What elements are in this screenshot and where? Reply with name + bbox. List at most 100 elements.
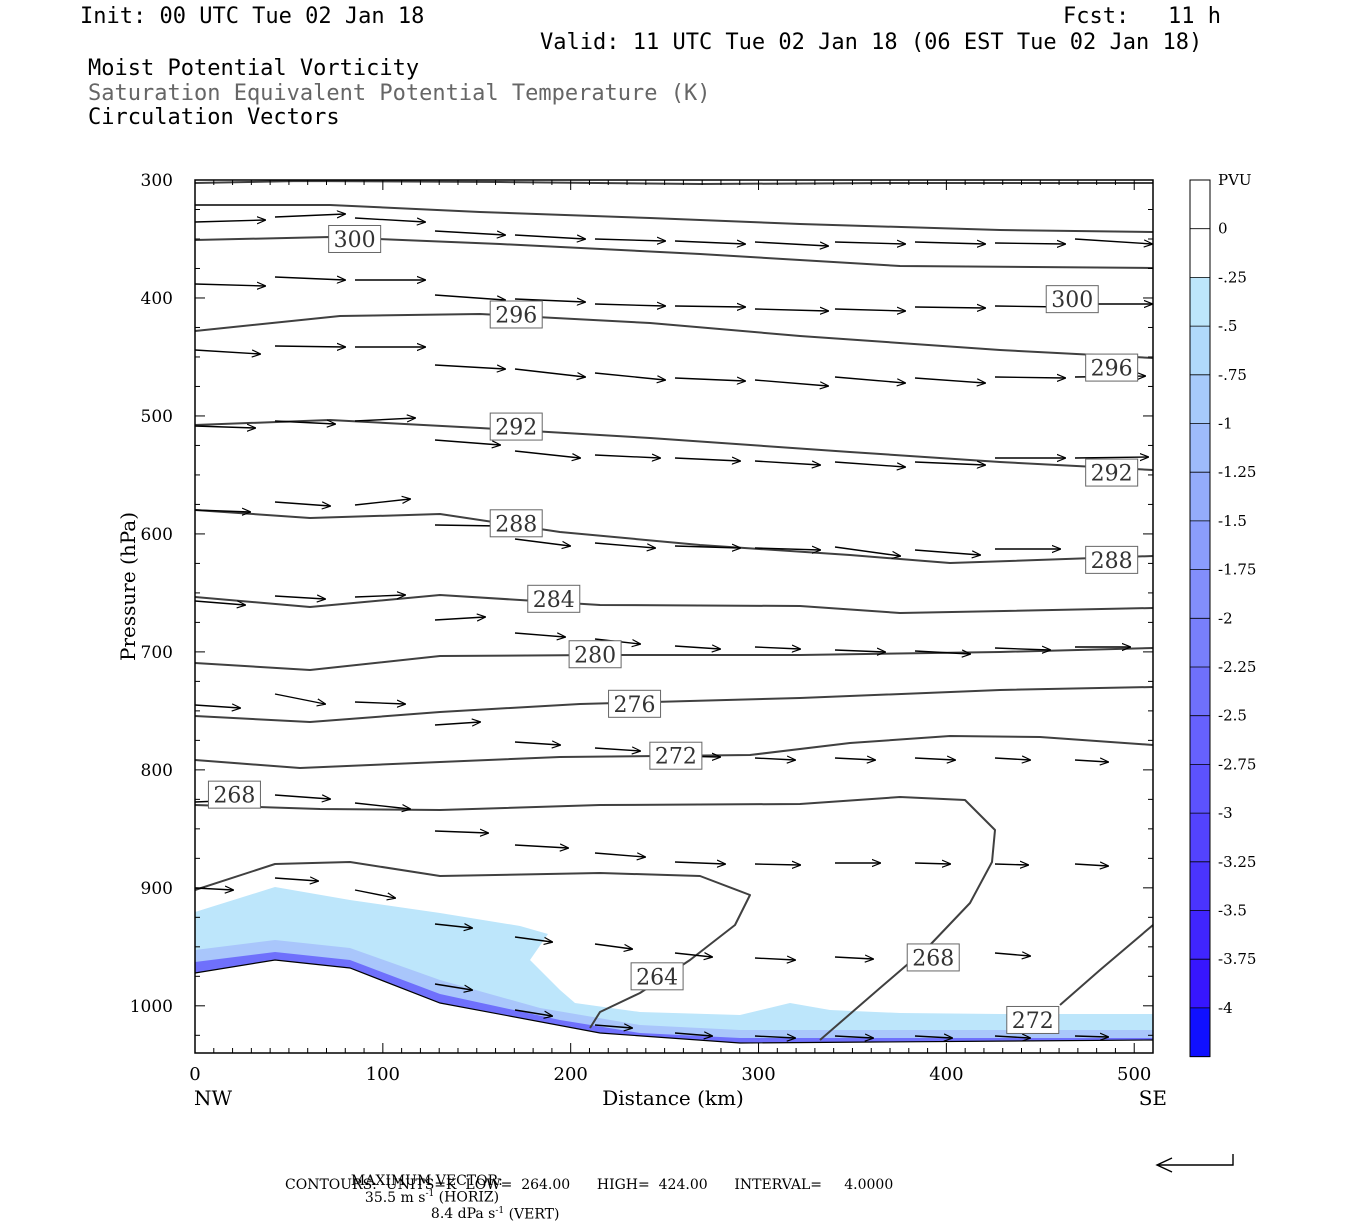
circulation-vector bbox=[674, 378, 745, 381]
colorbar-segment bbox=[1190, 813, 1210, 863]
horiz-unit-exponent: -1 bbox=[425, 1189, 435, 1199]
contour-label-box bbox=[1006, 1005, 1060, 1034]
x-end-label-se: SE bbox=[1139, 1086, 1167, 1110]
circulation-vector bbox=[834, 376, 905, 383]
colorbar-label: -2.5 bbox=[1218, 707, 1247, 725]
mpv-area-light bbox=[195, 887, 1153, 1043]
circulation-vector bbox=[594, 748, 640, 751]
vert-suffix: (VERT) bbox=[504, 1206, 560, 1222]
circulation-vector bbox=[914, 651, 970, 654]
theta-contour bbox=[1059, 924, 1154, 1006]
contour-label-box bbox=[906, 943, 960, 972]
circulation-vector bbox=[674, 953, 712, 957]
colorbar-label: -3.75 bbox=[1218, 950, 1256, 968]
colorbar-label: -1.5 bbox=[1218, 512, 1247, 530]
circulation-vector bbox=[754, 548, 820, 550]
colorbar-segment bbox=[1190, 569, 1210, 619]
circulation-vector bbox=[194, 705, 240, 708]
theta-contour bbox=[194, 686, 1154, 723]
vert-unit-exponent: -1 bbox=[495, 1205, 505, 1216]
circulation-vector bbox=[514, 936, 552, 942]
theta-contour bbox=[194, 861, 751, 1029]
colorbar-label: -3.25 bbox=[1218, 853, 1256, 871]
contour-label-box bbox=[1085, 353, 1139, 382]
colorbar-segment bbox=[1190, 472, 1210, 522]
circulation-vector bbox=[674, 646, 720, 649]
colorbar-label: -.75 bbox=[1218, 366, 1247, 384]
max-vector-vert: 8.4 dPa s bbox=[430, 1206, 496, 1222]
colorbar-label: -.5 bbox=[1218, 317, 1237, 335]
contour-label: 268 bbox=[213, 784, 255, 809]
contour-label-box bbox=[630, 962, 684, 991]
contour-label: 280 bbox=[574, 643, 616, 668]
circulation-vector bbox=[514, 538, 570, 546]
contour-info: CONTOURS: UNITS=K LOW= 264.00 HIGH= 424.… bbox=[285, 1177, 894, 1193]
contour-label-box bbox=[608, 689, 662, 718]
field-title-mpv: Moist Potential Vorticity bbox=[88, 56, 420, 81]
colorbar-segment bbox=[1190, 715, 1210, 765]
y-tick-label: 1000 bbox=[130, 997, 173, 1017]
contour-label-box bbox=[568, 640, 622, 669]
circulation-vector bbox=[434, 230, 505, 235]
circulation-vector bbox=[354, 418, 415, 421]
y-axis-label: Pressure (hPa) bbox=[116, 512, 140, 661]
init-time: Init: 00 UTC Tue 02 Jan 18 bbox=[80, 4, 425, 29]
circulation-vector bbox=[754, 647, 800, 649]
max-vector-label: MAXIMUM VECTOR: bbox=[350, 1173, 503, 1189]
circulation-vector bbox=[994, 648, 1050, 650]
circulation-vector bbox=[274, 277, 345, 280]
colorbar-segment bbox=[1190, 228, 1210, 278]
circulation-vector bbox=[274, 596, 325, 599]
x-tick-label: 300 bbox=[741, 1064, 775, 1085]
y-tick-label: 500 bbox=[141, 407, 173, 427]
contour-label: 292 bbox=[495, 416, 537, 441]
x-tick-label: 0 bbox=[189, 1064, 200, 1085]
circulation-vector bbox=[514, 368, 585, 377]
colorbar-label: -2.75 bbox=[1218, 755, 1256, 773]
colorbar-segment bbox=[1190, 618, 1210, 668]
circulation-vector bbox=[754, 758, 795, 760]
circulation-vector bbox=[354, 889, 395, 898]
circulation-vector bbox=[194, 349, 260, 354]
contour-label-box bbox=[1045, 285, 1099, 314]
theta-contour bbox=[194, 180, 1153, 185]
circulation-vector bbox=[434, 364, 505, 369]
x-tick-label: 100 bbox=[366, 1064, 400, 1085]
circulation-vector bbox=[674, 241, 745, 244]
contour-label-box bbox=[1085, 458, 1139, 487]
circulation-vector bbox=[594, 372, 665, 380]
circulation-vector bbox=[994, 243, 1065, 244]
circulation-vector bbox=[914, 863, 950, 864]
contour-label-box bbox=[489, 509, 543, 538]
contour-label: 292 bbox=[1091, 462, 1133, 487]
colorbar-segment bbox=[1190, 667, 1210, 717]
circulation-vector bbox=[354, 702, 405, 704]
contour-label-box bbox=[649, 741, 703, 770]
circulation-vector bbox=[434, 439, 500, 445]
circulation-vector bbox=[354, 802, 410, 809]
circulation-vector bbox=[994, 758, 1030, 760]
circulation-vector bbox=[594, 455, 660, 458]
circulation-vector bbox=[674, 862, 725, 864]
circulation-vector bbox=[914, 307, 985, 308]
contour-label: 276 bbox=[614, 693, 656, 718]
theta-contour bbox=[194, 419, 1154, 471]
circulation-vector bbox=[754, 309, 828, 311]
theta-contour bbox=[194, 236, 1154, 269]
colorbar-label: -3.5 bbox=[1218, 902, 1247, 920]
contour-label: 268 bbox=[912, 946, 954, 971]
circulation-vector bbox=[514, 234, 585, 239]
theta-contour bbox=[194, 313, 1154, 359]
circulation-vector bbox=[914, 549, 980, 555]
circulation-vector bbox=[834, 1036, 873, 1038]
circulation-vector bbox=[754, 864, 800, 865]
circulation-vector bbox=[914, 758, 955, 760]
contour-label: 288 bbox=[495, 512, 537, 537]
circulation-vector bbox=[274, 878, 318, 881]
circulation-vector bbox=[674, 458, 740, 461]
reference-vector bbox=[1158, 1154, 1234, 1166]
colorbar-segment bbox=[1190, 326, 1210, 376]
forecast-hour: 11 h bbox=[1168, 4, 1221, 29]
circulation-vector bbox=[994, 953, 1030, 956]
colorbar-segment bbox=[1190, 861, 1210, 911]
